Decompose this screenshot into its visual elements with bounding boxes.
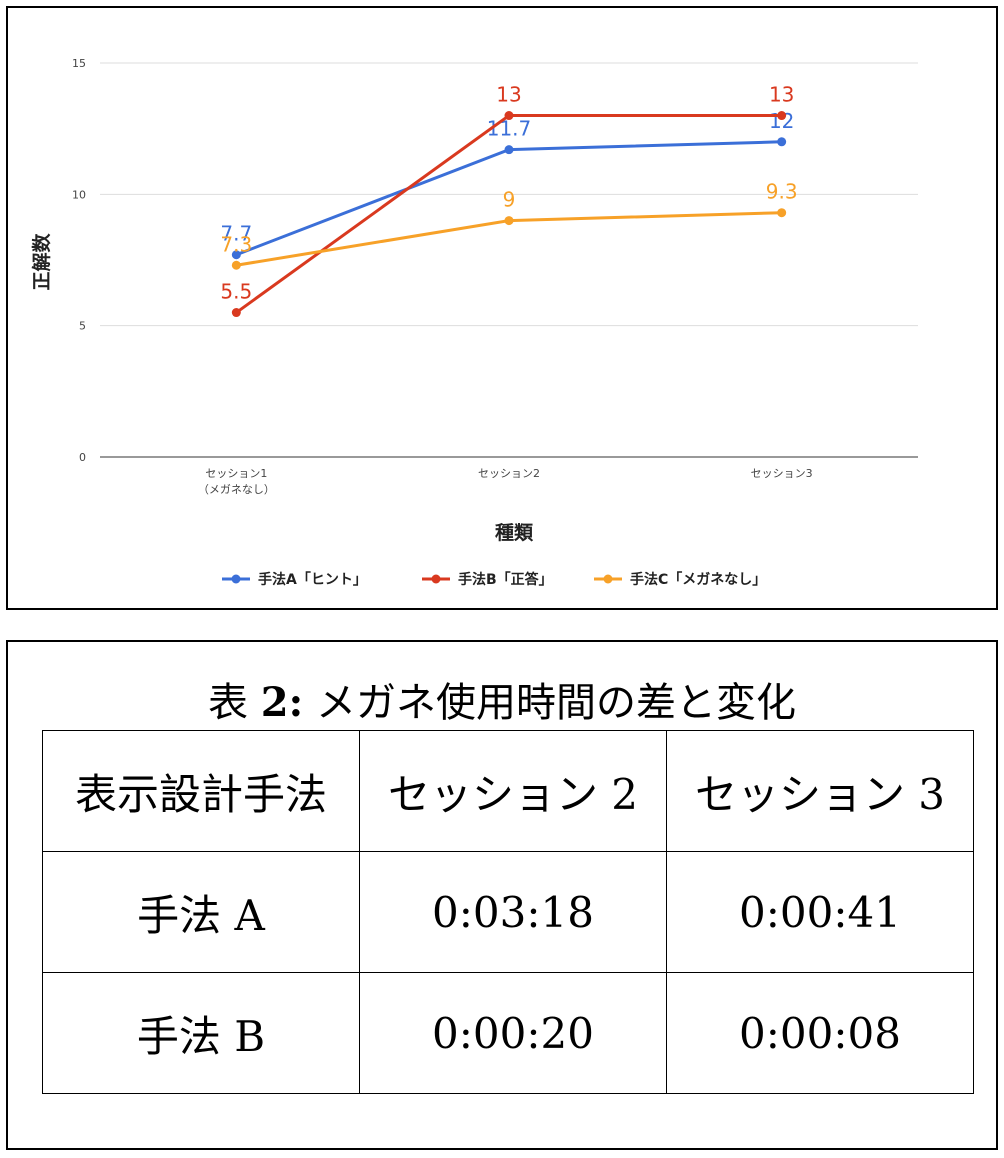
- y-tick-label: 0: [79, 451, 86, 464]
- table-header-row: 表示設計手法 セッション 2 セッション 3: [42, 730, 974, 852]
- legend-marker: [431, 574, 441, 584]
- data-label: 9.3: [766, 180, 798, 204]
- cell-b-session-2: 0:00:20: [359, 972, 667, 1094]
- header-session-2: セッション 2: [359, 730, 667, 852]
- data-label: 13: [496, 83, 521, 107]
- line-chart: 0 5 10 15 セッション1 （メガネなし） セッション2 セッション3 種類 正解数 7.7 1…: [30, 57, 918, 588]
- y-tick-label: 5: [79, 320, 86, 333]
- data-label: 5.5: [220, 280, 252, 304]
- x-tick-label: セッション1: [205, 467, 267, 480]
- row-method-b: 手法 B: [42, 972, 360, 1094]
- data-point: [777, 208, 787, 218]
- x-axis-title: 種類: [495, 522, 534, 544]
- data-point: [231, 260, 241, 270]
- legend-label: 手法A「ヒント」: [258, 571, 367, 588]
- legend-label: 手法B「正答」: [458, 571, 553, 588]
- cell-b-session-3: 0:00:08: [666, 972, 974, 1094]
- legend-marker: [231, 574, 241, 584]
- table-row: 手法 A 0:03:18 0:00:41: [42, 851, 974, 973]
- data-point: [504, 145, 514, 155]
- legend-label: 手法C「メガネなし」: [630, 571, 766, 588]
- y-tick-label: 10: [72, 188, 86, 201]
- data-point: [504, 216, 514, 226]
- legend-marker: [603, 574, 613, 584]
- caption-text: メガネ使用時間の差と変化: [316, 680, 797, 726]
- y-axis-title: 正解数: [30, 233, 53, 291]
- usage-time-table: 表示設計手法 セッション 2 セッション 3 手法 A 0:03:18 0:00…: [42, 730, 974, 1094]
- table-row: 手法 B 0:00:20 0:00:08: [42, 972, 974, 1094]
- data-label: 9: [503, 188, 516, 212]
- x-tick-label: セッション3: [751, 467, 813, 480]
- row-method-a: 手法 A: [42, 851, 360, 973]
- table-caption: 表 2: メガネ使用時間の差と変化: [8, 670, 996, 728]
- caption-number: 2:: [260, 679, 304, 726]
- header-method: 表示設計手法: [42, 730, 360, 852]
- chart-panel: 0 5 10 15 セッション1 （メガネなし） セッション2 セッション3 種類 正解数 7.7 1…: [6, 6, 998, 610]
- header-session-3: セッション 3: [666, 730, 974, 852]
- data-label: 11.7: [487, 117, 532, 141]
- table-panel: 表 2: メガネ使用時間の差と変化 表示設計手法 セッション 2 セッション 3…: [6, 640, 998, 1150]
- caption-prefix: 表: [207, 680, 248, 726]
- data-label: 7.7: [220, 222, 252, 246]
- y-tick-label: 15: [72, 57, 86, 70]
- data-point: [777, 111, 787, 121]
- data-point: [231, 250, 241, 260]
- data-label: 7.3: [220, 232, 252, 256]
- data-point: [777, 137, 787, 147]
- x-tick-label: セッション2: [478, 467, 540, 480]
- data-label: 13: [769, 83, 794, 107]
- x-tick-label: （メガネなし）: [198, 483, 275, 496]
- cell-a-session-3: 0:00:41: [666, 851, 974, 973]
- cell-a-session-2: 0:03:18: [359, 851, 667, 973]
- data-point: [504, 111, 514, 121]
- data-point: [231, 308, 241, 318]
